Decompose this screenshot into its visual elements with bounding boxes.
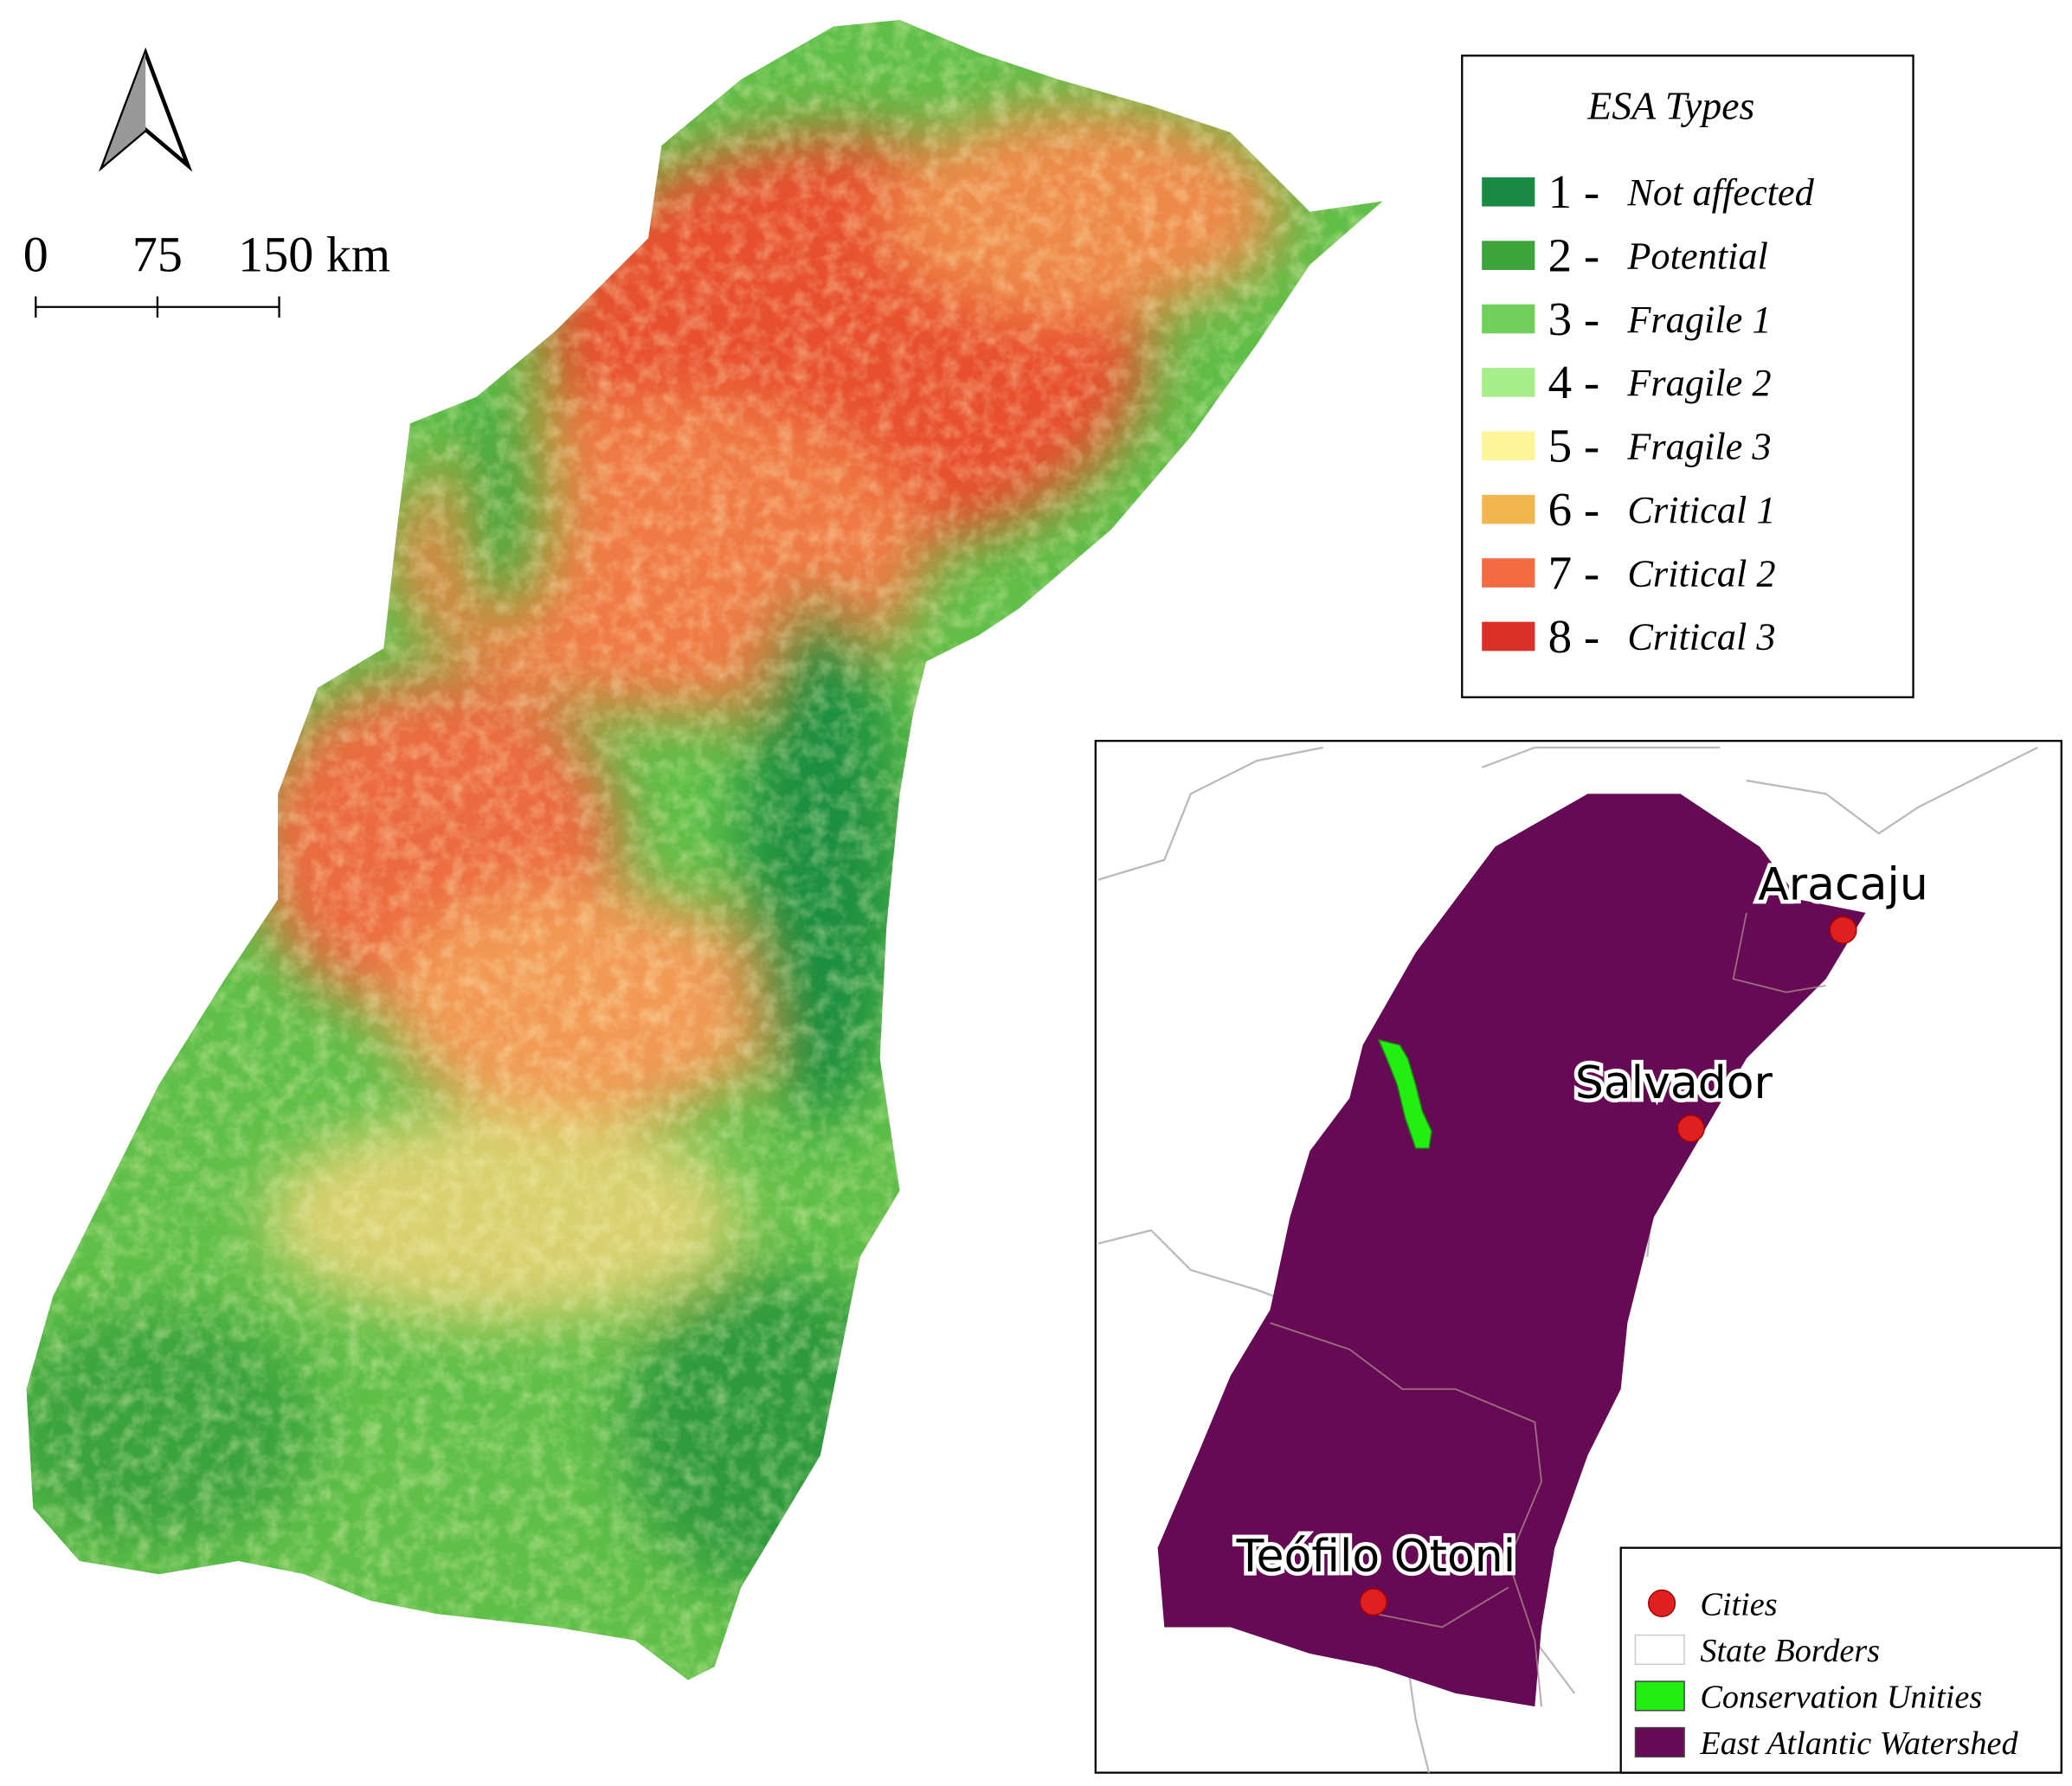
inset-legend-box — [1619, 1546, 2062, 1774]
scale-bar — [35, 296, 280, 318]
legend-label: State Borders — [1700, 1633, 1880, 1669]
legend-label: East Atlantic Watershed — [1699, 1725, 2018, 1762]
legend-swatch — [1482, 241, 1535, 270]
legend-label: Fragile 2 — [1626, 361, 1771, 404]
legend-label: Fragile 3 — [1626, 425, 1771, 468]
legend-label: Potential — [1626, 234, 1768, 277]
legend-swatch — [1482, 431, 1535, 461]
scale-label: 75 — [132, 226, 183, 282]
city-label: Teófilo Otoni — [1236, 1531, 1516, 1583]
legend-label: Critical 3 — [1627, 615, 1775, 659]
legend-number: 5 - — [1548, 420, 1600, 472]
scale-label: 150 km — [238, 226, 390, 282]
city-marker — [1829, 915, 1857, 944]
legend-swatch — [1482, 368, 1535, 397]
city-marker — [1359, 1588, 1387, 1616]
legend-swatch — [1482, 558, 1535, 588]
legend-symbol — [1634, 1680, 1685, 1712]
legend-label: Cities — [1700, 1587, 1777, 1623]
legend-number: 8 - — [1548, 610, 1600, 663]
legend-label: Fragile 1 — [1626, 298, 1771, 341]
legend-label: Conservation Unities — [1700, 1680, 1982, 1716]
legend-number: 1 - — [1548, 165, 1600, 218]
city-label: Salvador — [1575, 1057, 1773, 1109]
legend-number: 6 - — [1548, 483, 1600, 536]
legend-label: Critical 2 — [1627, 551, 1775, 594]
legend-box — [1461, 55, 1914, 698]
conservation-unit — [1377, 1038, 1432, 1149]
legend-swatch — [1482, 304, 1535, 334]
legend-swatch — [1482, 494, 1535, 524]
legend-number: 7 - — [1548, 546, 1600, 599]
legend-symbol — [1634, 1634, 1685, 1666]
legend-symbol — [1648, 1589, 1676, 1617]
legend-items: 1 - Not affected 2 - Potential 3 - Fragile 1 4… — [1482, 165, 1815, 663]
city-label: Aracaju — [1758, 859, 1928, 911]
legend-swatch — [1482, 177, 1535, 207]
legend-number: 2 - — [1548, 228, 1600, 281]
scale-label: 0 — [23, 226, 48, 282]
legend-label: Critical 1 — [1627, 488, 1775, 531]
north-arrow — [98, 47, 193, 172]
legend-title: ESA Types — [1586, 84, 1754, 128]
inset-map: Aracaju Salvador Teófilo Otoni Cities Sta… — [1094, 740, 2062, 1774]
inset-legend: Cities State Borders Conservation Unities E… — [1634, 1587, 2018, 1762]
city-marker — [1676, 1115, 1705, 1143]
watershed — [1157, 793, 1866, 1707]
legend-swatch — [1482, 621, 1535, 652]
legend-label: Not affected — [1626, 170, 1814, 214]
legend-number: 4 - — [1548, 356, 1600, 408]
legend-symbol — [1634, 1726, 1685, 1758]
legend-number: 3 - — [1548, 292, 1600, 345]
